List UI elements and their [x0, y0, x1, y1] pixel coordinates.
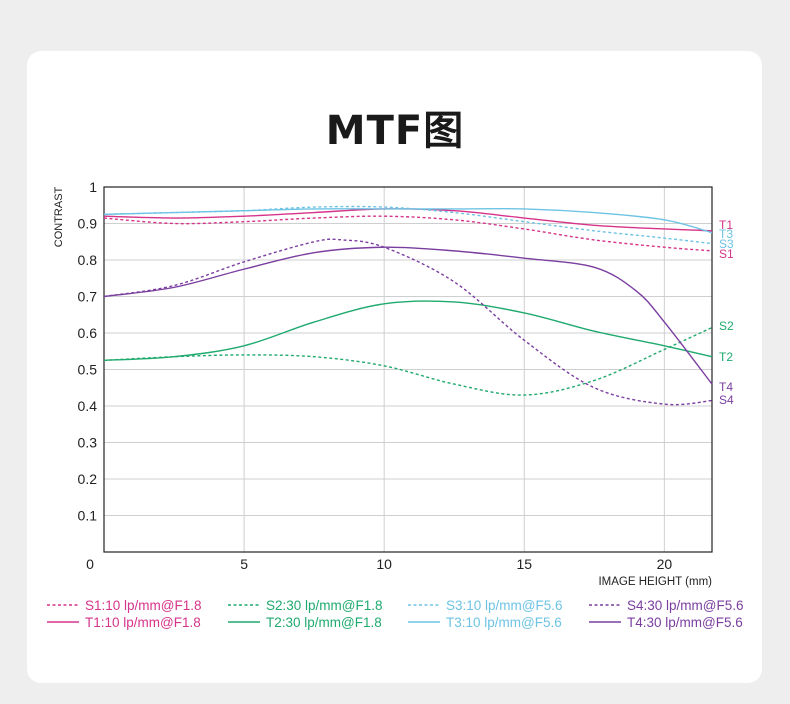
legend-swatch: [408, 604, 440, 606]
legend-swatch: [408, 621, 440, 623]
legend-label: S3:10 lp/mm@F5.6: [446, 597, 563, 613]
y-tick-label: 1: [89, 179, 97, 195]
end-label-t2: T2: [719, 350, 733, 364]
y-tick-label: 0.6: [78, 325, 98, 341]
series-line-s2: [103, 326, 713, 396]
end-label-t4: T4: [719, 380, 733, 394]
end-label-s1: S1: [719, 247, 734, 261]
legend-label: S1:10 lp/mm@F1.8: [85, 597, 202, 613]
legend-swatch: [47, 604, 79, 606]
legend-item-t3: T3:10 lp/mm@F5.6: [408, 614, 562, 630]
legend-label: S2:30 lp/mm@F1.8: [266, 597, 383, 613]
series-line-t3: [103, 207, 713, 234]
legend-label: T2:30 lp/mm@F1.8: [266, 614, 382, 630]
legend-item-s1: S1:10 lp/mm@F1.8: [47, 597, 202, 613]
legend-item-t1: T1:10 lp/mm@F1.8: [47, 614, 201, 630]
x-tick-label: 10: [376, 556, 392, 572]
x-axis-label: IMAGE HEIGHT (mm): [598, 576, 712, 588]
legend-swatch: [47, 621, 79, 623]
y-tick-label: 0.2: [78, 471, 98, 487]
end-label-s2: S2: [719, 319, 734, 333]
end-label-s3: S3: [719, 237, 734, 251]
y-tick-label: 0.9: [78, 216, 98, 232]
end-label-s4: S4: [719, 393, 734, 407]
legend-swatch: [228, 604, 260, 606]
legend-label: T3:10 lp/mm@F5.6: [446, 614, 562, 630]
end-label-t3: T3: [719, 227, 733, 241]
legend-item-s3: S3:10 lp/mm@F5.6: [408, 597, 563, 613]
series-line-s4: [103, 238, 713, 406]
y-tick-label: 0.1: [78, 508, 98, 524]
legend-label: S4:30 lp/mm@F5.6: [627, 597, 744, 613]
y-tick-label: 0.7: [78, 289, 98, 305]
x-tick-label: 0: [86, 556, 94, 572]
y-axis-label: CONTRAST: [53, 186, 65, 247]
chart-title: MTF图: [325, 108, 465, 154]
legend-label: T1:10 lp/mm@F1.8: [85, 614, 201, 630]
series-line-t2: [103, 300, 713, 362]
legend-swatch: [589, 604, 621, 606]
chart-card: [27, 51, 762, 683]
x-tick-label: 20: [657, 556, 673, 572]
legend-item-t2: T2:30 lp/mm@F1.8: [228, 614, 382, 630]
y-tick-label: 0.4: [78, 398, 98, 414]
legend-swatch: [228, 621, 260, 623]
series-line-t4: [103, 246, 713, 385]
legend-item-s2: S2:30 lp/mm@F1.8: [228, 597, 383, 613]
legend-label: T4:30 lp/mm@F5.6: [627, 614, 743, 630]
x-tick-label: 5: [240, 556, 248, 572]
legend-item-s4: S4:30 lp/mm@F5.6: [589, 597, 744, 613]
end-label-t1: T1: [719, 218, 733, 232]
legend-swatch: [589, 621, 621, 623]
plot-frame: [103, 186, 713, 553]
legend-item-t4: T4:30 lp/mm@F5.6: [589, 614, 743, 630]
y-tick-label: 0.3: [78, 435, 98, 451]
y-tick-label: 0.5: [78, 362, 98, 378]
y-tick-label: 0.8: [78, 252, 98, 268]
x-tick-label: 15: [516, 556, 532, 572]
